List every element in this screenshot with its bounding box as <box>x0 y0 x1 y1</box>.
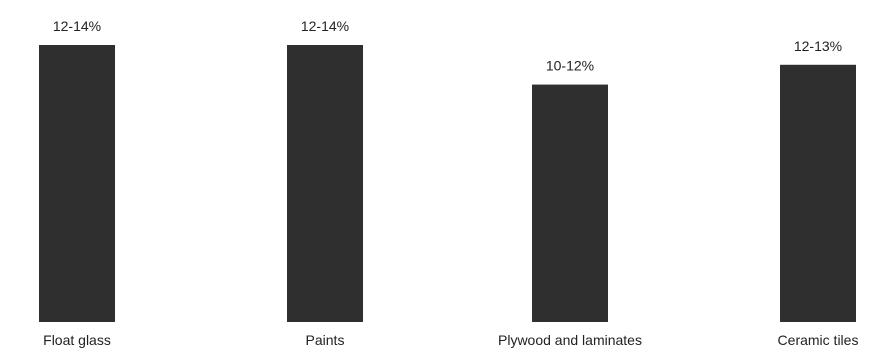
bar <box>780 64 856 323</box>
data-label: 12-13% <box>794 38 842 54</box>
bar <box>39 45 115 322</box>
bar <box>287 45 363 322</box>
data-label: 10-12% <box>546 58 594 74</box>
bar <box>532 84 608 322</box>
x-tick-label: Float glass <box>43 332 111 348</box>
x-tick-label: Paints <box>306 332 345 348</box>
x-tick-label: Ceramic tiles <box>778 332 859 348</box>
data-label: 12-14% <box>53 18 101 34</box>
data-label: 12-14% <box>301 18 349 34</box>
x-tick-label: Plywood and laminates <box>498 332 642 348</box>
